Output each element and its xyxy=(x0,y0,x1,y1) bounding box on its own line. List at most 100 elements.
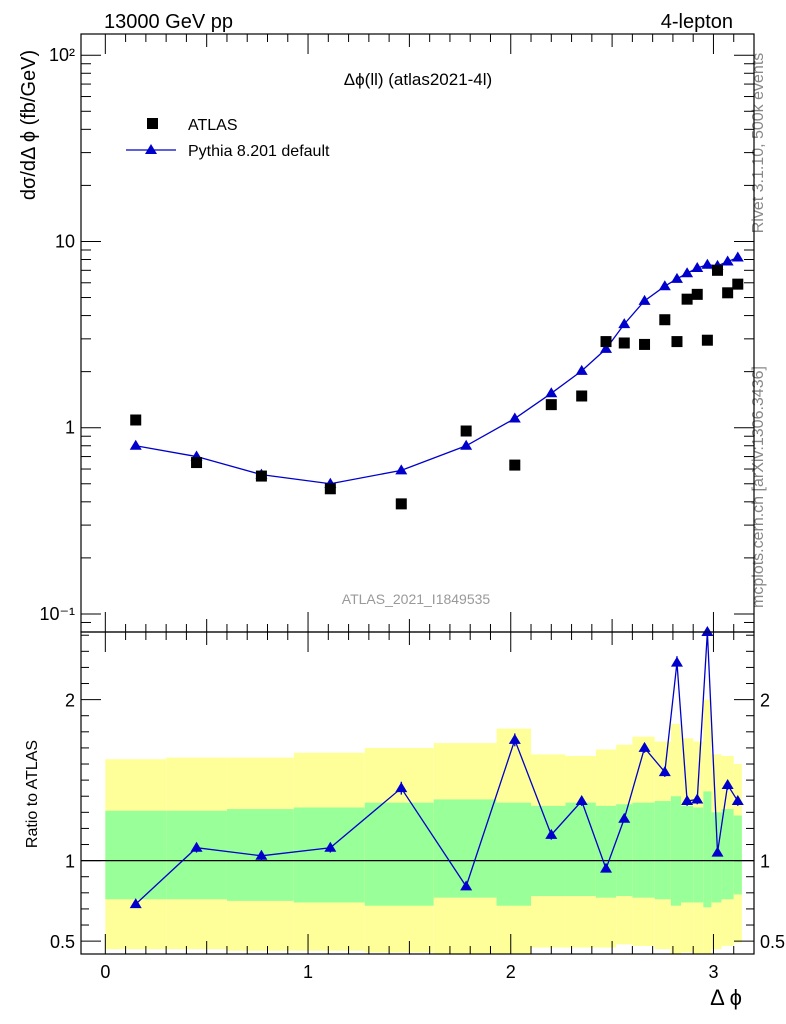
ratio-ytick-label: 0.5 xyxy=(50,932,75,952)
ratio-ytick-label: 2 xyxy=(65,691,75,711)
atlas-point xyxy=(191,457,203,469)
pythia-point xyxy=(691,262,704,273)
band-green xyxy=(711,812,722,903)
mcplots-label: mcplots.cern.ch [arXiv:1306.3436] xyxy=(750,366,767,608)
atlas-point xyxy=(395,498,407,510)
atlas-point xyxy=(460,425,472,437)
pythia-point xyxy=(638,294,651,305)
ratio-ytick-label-right: 0.5 xyxy=(760,932,785,952)
band-green xyxy=(531,805,566,897)
band-green xyxy=(595,805,617,898)
atlas-point xyxy=(618,337,630,349)
main-ytick-label: 10⁻¹ xyxy=(39,604,75,624)
pythia-point xyxy=(575,364,588,375)
atlas-point xyxy=(600,336,612,348)
ratio-point xyxy=(395,782,408,793)
pythia-point xyxy=(395,464,408,475)
pythia-point xyxy=(460,439,473,450)
pythia-point xyxy=(658,280,671,291)
atlas-point xyxy=(509,459,521,471)
ratio-point xyxy=(255,849,268,860)
ratio-point xyxy=(658,766,671,777)
band-green xyxy=(565,802,596,897)
atlas-point xyxy=(659,314,671,326)
ratio-point xyxy=(711,846,724,857)
ratio-point xyxy=(721,778,734,789)
header-right: 4-lepton xyxy=(661,11,733,33)
ratio-point xyxy=(691,793,704,804)
legend: ATLAS Pythia 8.201 default xyxy=(126,117,330,160)
band-green xyxy=(721,809,734,900)
ratio-point xyxy=(508,733,521,744)
legend-atlas-label: ATLAS xyxy=(188,117,238,134)
pythia-point xyxy=(600,342,613,353)
main-ytick-label: 10 xyxy=(55,231,75,251)
atlas-point xyxy=(576,390,588,402)
main-frame xyxy=(80,33,755,633)
atlas-point xyxy=(545,399,557,411)
band-green xyxy=(616,804,633,897)
ratio-ytick-label-right: 1 xyxy=(760,852,770,872)
ratio-point xyxy=(190,841,203,852)
atlas-point xyxy=(712,264,724,276)
xtick-label: 3 xyxy=(708,962,718,982)
pythia-point xyxy=(618,318,631,329)
pythia-point xyxy=(508,412,521,423)
main-ytick-label: 10² xyxy=(49,45,75,65)
band-green xyxy=(166,810,227,900)
pythia-line xyxy=(135,256,739,485)
legend-atlas-marker xyxy=(147,118,158,129)
ratio-ylabel: Ratio to ATLAS xyxy=(24,740,41,848)
ratio-ytick-label: 1 xyxy=(65,852,75,872)
band-green xyxy=(293,807,365,903)
ratio-point xyxy=(731,795,744,806)
atlas-point xyxy=(255,470,267,482)
band-green xyxy=(733,815,742,895)
xtick-label: 2 xyxy=(506,962,516,982)
ratio-point xyxy=(681,795,694,806)
atlas-point xyxy=(130,414,142,426)
band-green xyxy=(632,802,655,898)
ratio-point xyxy=(600,862,613,873)
main-ytick-label: 1 xyxy=(65,418,75,438)
pythia-point xyxy=(129,439,142,450)
watermark: ATLAS_2021_I1849535 xyxy=(342,591,491,607)
main-panel: 10⁻¹ 1 10 10² Δϕ(ll) (atlas2021-4l) ATLAS_2… xyxy=(39,33,755,633)
xtick-label: 0 xyxy=(100,962,110,982)
pythia-point xyxy=(701,258,714,269)
ratio-point xyxy=(701,626,714,636)
band-green xyxy=(364,802,434,906)
atlas-point xyxy=(701,334,713,346)
band-green xyxy=(496,802,532,906)
atlas-point xyxy=(691,288,703,300)
ratio-ytick-label-right: 2 xyxy=(760,691,770,711)
ratio-line xyxy=(135,631,739,905)
xtick-label: 1 xyxy=(303,962,313,982)
atlas-point xyxy=(639,338,651,350)
rivet-label: Rivet 3.1.10, 500k events xyxy=(750,53,767,234)
legend-pythia-label: Pythia 8.201 default xyxy=(188,143,330,160)
pythia-point xyxy=(681,267,694,278)
pythia-point xyxy=(670,272,683,283)
ratio-panel: 0.5 0.5 1 1 2 2 0 1 2 3 xyxy=(50,626,785,982)
ratio-point xyxy=(129,898,142,909)
pythia-point xyxy=(721,255,734,266)
band-green xyxy=(654,801,671,900)
atlas-point xyxy=(671,336,683,348)
legend-pythia-marker xyxy=(145,144,157,154)
ratio-point xyxy=(575,795,588,806)
pythia-point xyxy=(545,387,558,398)
xlabel: Δ ϕ xyxy=(710,985,742,1010)
band-green xyxy=(105,810,167,900)
band-green xyxy=(433,799,497,898)
main-title: Δϕ(ll) (atlas2021-4l) xyxy=(344,70,492,89)
band-green xyxy=(693,807,704,903)
ratio-point xyxy=(324,841,337,852)
atlas-point xyxy=(681,293,693,305)
band-green xyxy=(703,791,712,908)
atlas-point xyxy=(732,278,744,290)
ratio-point xyxy=(618,812,631,823)
ratio-point xyxy=(545,828,558,839)
band-green xyxy=(670,796,682,906)
